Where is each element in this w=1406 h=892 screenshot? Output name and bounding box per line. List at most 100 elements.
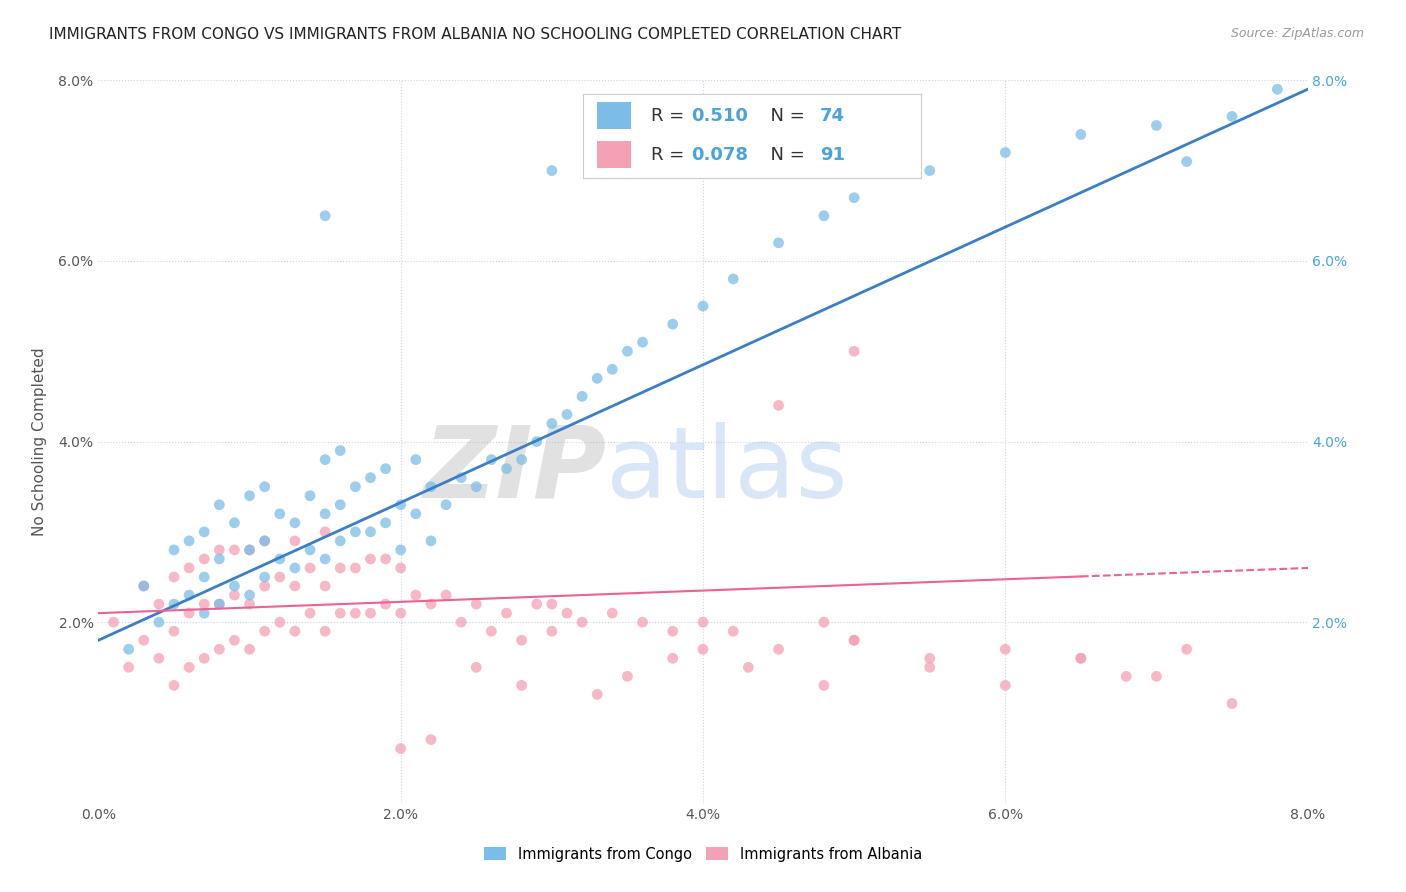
Point xyxy=(284,579,307,593)
Point xyxy=(224,633,246,648)
Point xyxy=(329,606,352,620)
Point xyxy=(510,678,533,692)
Point xyxy=(465,597,488,611)
Point xyxy=(329,498,352,512)
Point xyxy=(1267,82,1289,96)
Point xyxy=(269,552,291,566)
Point xyxy=(918,660,941,674)
Point xyxy=(723,624,745,639)
Point xyxy=(299,606,322,620)
Point xyxy=(329,443,352,458)
Point xyxy=(526,597,548,611)
Point xyxy=(813,615,835,630)
Point xyxy=(193,606,215,620)
Point xyxy=(208,552,231,566)
Point xyxy=(389,498,412,512)
Point xyxy=(918,651,941,665)
Point xyxy=(148,651,170,665)
Point xyxy=(374,552,396,566)
Point xyxy=(510,452,533,467)
Point xyxy=(813,678,835,692)
Point xyxy=(344,524,367,539)
Point xyxy=(374,597,396,611)
Point xyxy=(253,579,276,593)
Point xyxy=(420,480,443,494)
Point xyxy=(269,570,291,584)
Point xyxy=(179,660,201,674)
Point xyxy=(224,579,246,593)
Text: 91: 91 xyxy=(820,145,845,163)
Point xyxy=(269,615,291,630)
Point xyxy=(103,615,125,630)
Point xyxy=(602,362,624,376)
Point xyxy=(179,533,201,548)
Point xyxy=(844,633,866,648)
Point xyxy=(540,624,562,639)
Point xyxy=(179,561,201,575)
Point xyxy=(481,452,503,467)
Point xyxy=(163,597,186,611)
Point xyxy=(495,461,517,475)
Point xyxy=(1146,669,1168,683)
Point xyxy=(299,561,322,575)
Point xyxy=(420,533,443,548)
Point xyxy=(163,542,186,557)
Point xyxy=(389,741,412,756)
Point xyxy=(224,516,246,530)
Point xyxy=(284,516,307,530)
Point xyxy=(208,542,231,557)
Point xyxy=(284,533,307,548)
Point xyxy=(193,597,215,611)
Point xyxy=(344,561,367,575)
Text: 0.078: 0.078 xyxy=(692,145,748,163)
Point xyxy=(465,480,488,494)
Point xyxy=(208,597,231,611)
Point xyxy=(239,542,262,557)
Point xyxy=(344,480,367,494)
Point xyxy=(994,642,1017,657)
Point xyxy=(374,461,396,475)
Y-axis label: No Schooling Completed: No Schooling Completed xyxy=(32,347,48,536)
Point xyxy=(844,191,866,205)
Point xyxy=(844,633,866,648)
Point xyxy=(1220,109,1243,123)
Point xyxy=(481,624,503,639)
Point xyxy=(495,606,517,620)
Point xyxy=(1146,119,1168,133)
Point xyxy=(450,471,472,485)
Text: 74: 74 xyxy=(820,107,845,125)
Point xyxy=(813,209,835,223)
Point xyxy=(314,209,336,223)
Point xyxy=(239,542,262,557)
Point xyxy=(208,498,231,512)
Point xyxy=(314,524,336,539)
Point xyxy=(737,660,759,674)
Point xyxy=(465,660,488,674)
Bar xyxy=(598,103,631,129)
Point xyxy=(224,542,246,557)
Text: R =: R = xyxy=(651,107,690,125)
Point xyxy=(269,507,291,521)
Legend: Immigrants from Congo, Immigrants from Albania: Immigrants from Congo, Immigrants from A… xyxy=(478,841,928,868)
Point xyxy=(193,651,215,665)
Point xyxy=(844,344,866,359)
Point xyxy=(405,588,427,602)
Point xyxy=(299,542,322,557)
Point xyxy=(193,524,215,539)
Point xyxy=(360,471,382,485)
Point xyxy=(239,597,262,611)
Point xyxy=(193,552,215,566)
Point xyxy=(571,389,593,403)
Point xyxy=(314,507,336,521)
Point xyxy=(602,606,624,620)
Text: N =: N = xyxy=(759,145,810,163)
Point xyxy=(374,516,396,530)
Point xyxy=(405,452,427,467)
Point xyxy=(540,417,562,431)
Point xyxy=(631,615,654,630)
Text: atlas: atlas xyxy=(606,422,848,519)
Point xyxy=(994,145,1017,160)
Point xyxy=(1070,128,1092,142)
Point xyxy=(555,408,578,422)
Point xyxy=(208,597,231,611)
